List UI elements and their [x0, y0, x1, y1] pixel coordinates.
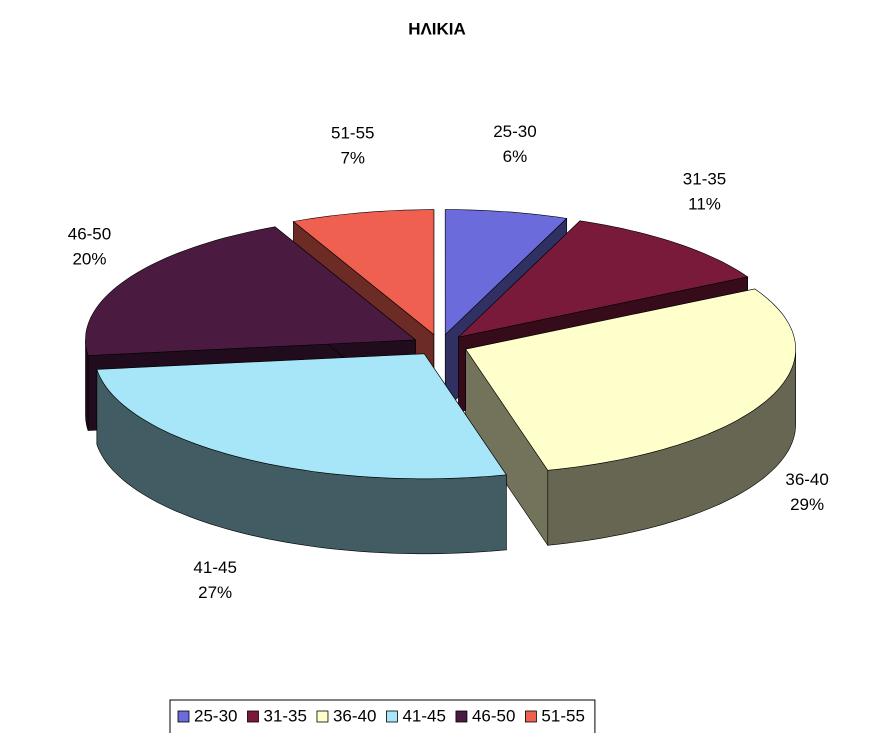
slice-category-label: 31-35 — [683, 170, 726, 189]
slice-category-label: 46-50 — [68, 225, 111, 244]
slice-category-label: 36-40 — [785, 470, 828, 489]
legend-swatch — [316, 710, 329, 723]
slice-top — [96, 353, 507, 480]
legend-swatch — [525, 710, 537, 723]
slice-top — [457, 220, 749, 338]
slice-value-label: 11% — [688, 195, 721, 214]
legend-label: 51-55 — [541, 706, 584, 725]
slice-value-label: 29% — [790, 495, 824, 514]
slice-top — [465, 288, 797, 471]
slice-category-label: 51-55 — [331, 123, 374, 142]
legend-swatch — [177, 710, 190, 723]
legend-label: 25-30 — [194, 706, 237, 725]
legend-swatch — [455, 710, 468, 723]
chart-title: ΗΛΙΚΙΑ — [408, 19, 466, 38]
legend-label: 41-45 — [402, 706, 445, 725]
slice-category-label: 25-30 — [493, 122, 536, 141]
legend-swatch — [386, 710, 398, 723]
legend-swatch — [247, 710, 259, 723]
legend-label: 31-35 — [263, 706, 306, 725]
slice-value-label: 6% — [503, 147, 528, 166]
slice — [465, 288, 797, 547]
slice-value-label: 7% — [340, 148, 365, 167]
slice — [96, 352, 507, 555]
legend-box — [169, 699, 596, 735]
slice-value-label: 20% — [72, 250, 106, 269]
slice-top — [85, 226, 417, 356]
slice-top — [292, 209, 435, 336]
legend: 25-30 31-35 36-40 41-45 46-50 51-55 — [169, 699, 596, 735]
slice-category-label: 41-45 — [193, 558, 236, 577]
slice-top — [444, 209, 568, 336]
legend-label: 46-50 — [472, 706, 515, 725]
slice-value-label: 27% — [198, 583, 232, 602]
legend-label: 36-40 — [333, 706, 376, 725]
